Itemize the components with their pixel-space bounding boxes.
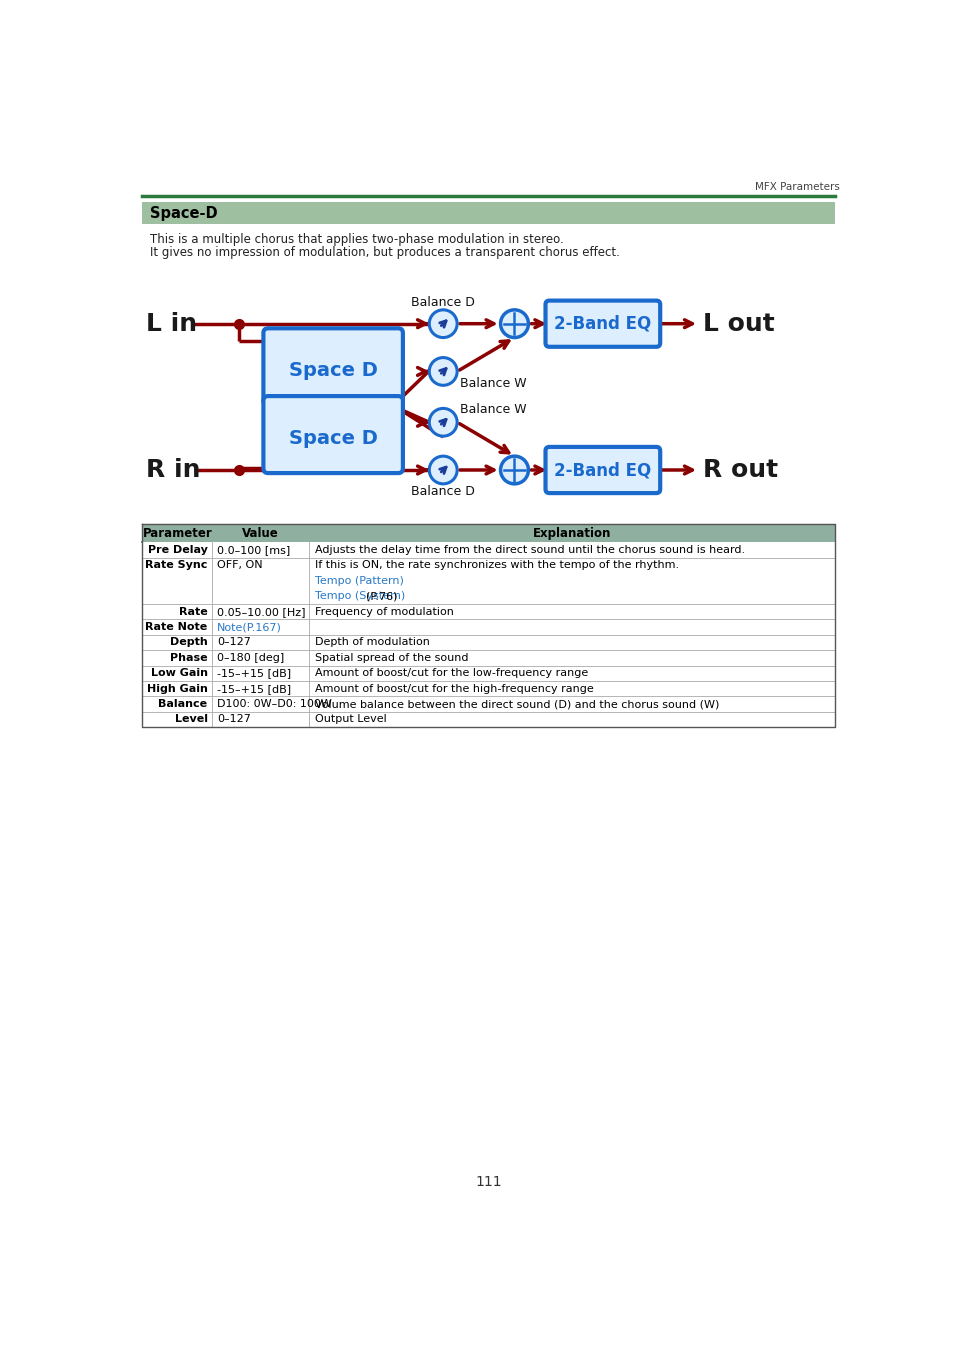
Text: Balance W: Balance W <box>459 404 526 416</box>
Circle shape <box>429 456 456 483</box>
Text: Value: Value <box>242 526 279 540</box>
FancyBboxPatch shape <box>263 328 402 405</box>
Text: Amount of boost/cut for the high-frequency range: Amount of boost/cut for the high-frequen… <box>315 683 594 694</box>
FancyBboxPatch shape <box>545 447 659 493</box>
Text: Volume balance between the direct sound (D) and the chorus sound (W): Volume balance between the direct sound … <box>315 699 719 709</box>
FancyBboxPatch shape <box>263 396 402 472</box>
Text: L in: L in <box>146 312 197 336</box>
Text: Depth of modulation: Depth of modulation <box>315 637 430 648</box>
Text: Spatial spread of the sound: Spatial spread of the sound <box>315 653 468 663</box>
Text: Balance D: Balance D <box>411 485 475 498</box>
Text: If this is ON, the rate synchronizes with the tempo of the rhythm.: If this is ON, the rate synchronizes wit… <box>315 560 679 571</box>
Circle shape <box>500 456 528 483</box>
Text: Pre Delay: Pre Delay <box>148 545 208 555</box>
FancyBboxPatch shape <box>142 543 835 558</box>
Text: Space-D: Space-D <box>150 207 217 221</box>
Text: D100: 0W–D0: 100W: D100: 0W–D0: 100W <box>216 699 332 709</box>
Text: 0–127: 0–127 <box>216 637 251 648</box>
Text: Space D: Space D <box>289 362 377 381</box>
Text: Tempo (System): Tempo (System) <box>315 591 405 601</box>
Text: R out: R out <box>702 458 777 482</box>
Text: 0.0–100 [ms]: 0.0–100 [ms] <box>216 545 290 555</box>
Text: Level: Level <box>174 714 208 725</box>
Circle shape <box>500 310 528 338</box>
Text: Balance W: Balance W <box>459 377 526 390</box>
Text: 2-Band EQ: 2-Band EQ <box>554 460 651 479</box>
Text: Rate Note: Rate Note <box>145 622 208 632</box>
Text: 0–180 [deg]: 0–180 [deg] <box>216 653 284 663</box>
Text: Output Level: Output Level <box>315 714 387 725</box>
Text: Low Gain: Low Gain <box>151 668 208 678</box>
Text: Parameter: Parameter <box>142 526 212 540</box>
Text: This is a multiple chorus that applies two-phase modulation in stereo.: This is a multiple chorus that applies t… <box>150 232 563 246</box>
FancyBboxPatch shape <box>545 301 659 347</box>
FancyBboxPatch shape <box>142 651 835 666</box>
Text: Adjusts the delay time from the direct sound until the chorus sound is heard.: Adjusts the delay time from the direct s… <box>315 545 744 555</box>
Circle shape <box>429 358 456 385</box>
Text: Note(P.167): Note(P.167) <box>216 622 281 632</box>
FancyBboxPatch shape <box>142 202 835 224</box>
Text: Amount of boost/cut for the low-frequency range: Amount of boost/cut for the low-frequenc… <box>315 668 588 678</box>
FancyBboxPatch shape <box>142 697 835 711</box>
FancyBboxPatch shape <box>142 634 835 651</box>
Text: It gives no impression of modulation, but produces a transparent chorus effect.: It gives no impression of modulation, bu… <box>150 246 619 259</box>
Text: -15–+15 [dB]: -15–+15 [dB] <box>216 668 291 678</box>
Text: Tempo (Pattern): Tempo (Pattern) <box>315 576 404 586</box>
Text: 111: 111 <box>476 1176 501 1189</box>
Text: Balance D: Balance D <box>411 296 475 309</box>
Text: (P.76): (P.76) <box>366 591 397 601</box>
Text: Space D: Space D <box>289 429 377 448</box>
Text: Phase: Phase <box>170 653 208 663</box>
FancyBboxPatch shape <box>142 666 835 680</box>
Text: Balance: Balance <box>158 699 208 709</box>
Text: Explanation: Explanation <box>533 526 611 540</box>
Text: -15–+15 [dB]: -15–+15 [dB] <box>216 683 291 694</box>
FancyBboxPatch shape <box>142 524 835 543</box>
Text: Rate: Rate <box>178 606 208 617</box>
Circle shape <box>429 409 456 436</box>
Text: OFF, ON: OFF, ON <box>216 560 262 571</box>
Text: L out: L out <box>702 312 774 336</box>
FancyBboxPatch shape <box>142 558 835 603</box>
Text: R in: R in <box>146 458 201 482</box>
Text: 0–127: 0–127 <box>216 714 251 725</box>
Text: 0.05–10.00 [Hz]: 0.05–10.00 [Hz] <box>216 606 305 617</box>
FancyBboxPatch shape <box>142 680 835 697</box>
Text: MFX Parameters: MFX Parameters <box>755 182 840 192</box>
Text: Rate Sync: Rate Sync <box>145 560 208 571</box>
Circle shape <box>429 310 456 338</box>
FancyBboxPatch shape <box>142 711 835 728</box>
Text: 2-Band EQ: 2-Band EQ <box>554 315 651 332</box>
Text: High Gain: High Gain <box>147 683 208 694</box>
Text: Depth: Depth <box>170 637 208 648</box>
Text: Frequency of modulation: Frequency of modulation <box>315 606 454 617</box>
FancyBboxPatch shape <box>142 603 835 620</box>
FancyBboxPatch shape <box>142 620 835 634</box>
